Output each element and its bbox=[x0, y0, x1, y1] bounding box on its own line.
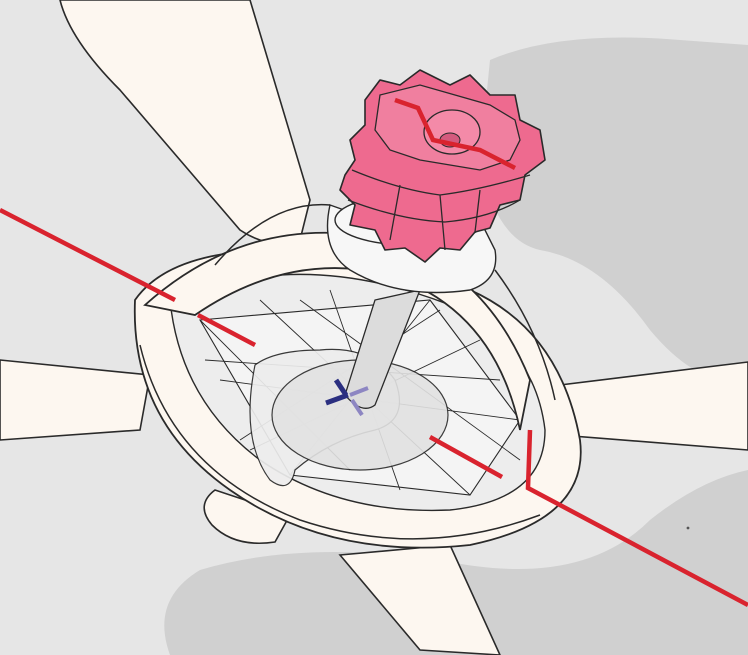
stem-shaft bbox=[344, 289, 422, 409]
cut-line-right-long bbox=[525, 429, 748, 607]
strap-back-arch bbox=[214, 203, 556, 401]
cut-line-left-dash bbox=[196, 313, 257, 347]
cross-pin-icon bbox=[325, 378, 369, 417]
speck bbox=[686, 526, 690, 530]
background-shade-bottom bbox=[164, 470, 748, 655]
pin-blue-arm bbox=[325, 378, 349, 406]
cut-lines bbox=[0, 97, 748, 607]
pin-lavender-arm bbox=[349, 386, 369, 417]
background-shade-top-right bbox=[480, 37, 748, 382]
cut-line-right bbox=[428, 435, 504, 479]
cut-line-left bbox=[0, 207, 177, 303]
blade-left bbox=[0, 359, 151, 441]
hub-ring-lower-edge bbox=[139, 344, 541, 540]
knob-ridges bbox=[347, 169, 531, 251]
blade-bottom-left bbox=[203, 489, 292, 545]
cut-line-knob bbox=[394, 97, 517, 171]
